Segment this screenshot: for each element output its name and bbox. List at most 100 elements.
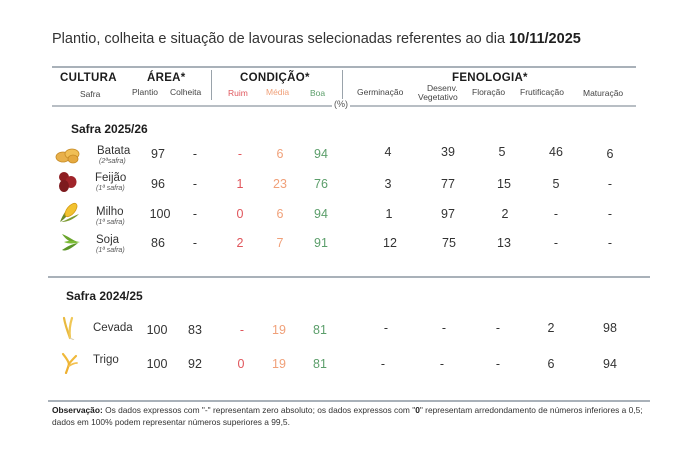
ruim-value: 0 <box>237 357 245 371</box>
floracao-value: 13 <box>497 236 511 250</box>
boa-value: 81 <box>313 323 327 337</box>
soybean-icon <box>62 234 80 251</box>
colheita-value: 92 <box>188 357 202 371</box>
floracao-value: 2 <box>501 207 509 221</box>
boa-value: 76 <box>314 177 328 191</box>
colheita-value: 83 <box>188 323 202 337</box>
potato-icon <box>55 148 80 164</box>
bottom-rule <box>48 400 650 402</box>
header-safra: Safra <box>80 89 101 99</box>
plantio-value: 97 <box>151 147 165 161</box>
crop-name: Milho <box>96 206 124 218</box>
germinacao-value: 1 <box>385 207 393 221</box>
crop-name: Cevada <box>93 322 133 334</box>
note-bold-zero: 0 <box>415 405 420 415</box>
media-value: 19 <box>272 357 286 371</box>
crop-name: Soja <box>96 234 120 246</box>
title-text: Plantio, colheita e situação de lavouras… <box>52 31 506 47</box>
divider-condicao-fenologia <box>342 70 343 100</box>
corn-icon <box>60 202 79 222</box>
media-value: 19 <box>272 323 286 337</box>
media-value: 7 <box>276 236 284 250</box>
divider-area-condicao <box>211 70 212 100</box>
colheita-value: - <box>192 147 198 161</box>
header-ruim: Ruim <box>228 88 248 98</box>
report-title: Plantio, colheita e situação de lavouras… <box>52 31 581 47</box>
floracao-value: 5 <box>498 145 506 159</box>
media-value: 6 <box>276 207 284 221</box>
media-value: 23 <box>273 177 287 191</box>
header-frutificacao: Frutificação <box>520 87 564 97</box>
ruim-value: - <box>239 323 245 337</box>
germinacao-value: - <box>383 321 389 335</box>
header-fenologia: FENOLOGIA* <box>452 72 528 84</box>
colheita-value: - <box>192 177 198 191</box>
plantio-value: 96 <box>151 177 165 191</box>
colheita-value: - <box>192 207 198 221</box>
ruim-value: 2 <box>236 236 244 250</box>
frutificacao-value: 6 <box>547 357 555 371</box>
boa-value: 94 <box>314 147 328 161</box>
ruim-value: - <box>237 147 243 161</box>
frutificacao-value: 46 <box>549 145 563 159</box>
ruim-value: 1 <box>236 177 244 191</box>
desenv-value: 97 <box>441 207 455 221</box>
top-rule <box>52 66 636 68</box>
maturacao-value: 98 <box>603 321 617 335</box>
desenv-value: 39 <box>441 145 455 159</box>
title-date: 10/11/2025 <box>509 31 581 47</box>
maturacao-value: - <box>607 207 613 221</box>
desenv-value: - <box>441 321 447 335</box>
bean-icon <box>59 172 77 192</box>
note-text-1: Os dados expressos com "-" representam z… <box>102 405 416 415</box>
germinacao-value: 12 <box>383 236 397 250</box>
boa-value: 81 <box>313 357 327 371</box>
floracao-value: - <box>495 321 501 335</box>
frutificacao-value: 5 <box>552 177 560 191</box>
boa-value: 91 <box>314 236 328 250</box>
plantio-value: 100 <box>149 207 171 221</box>
germinacao-value: 4 <box>384 145 392 159</box>
desenv-value: 77 <box>441 177 455 191</box>
header-area: ÁREA* <box>147 72 186 84</box>
crop-safra: (1ª safra) <box>96 219 125 226</box>
frutificacao-value: 2 <box>547 321 555 335</box>
note-label: Observação: <box>52 405 103 415</box>
maturacao-value: - <box>607 177 613 191</box>
wheat-icon <box>61 352 78 374</box>
header-floracao: Floração <box>472 87 506 97</box>
header-condicao: CONDIÇÃO* <box>240 72 310 84</box>
crop-safra: (2ªsafra) <box>99 158 126 165</box>
plantio-value: 86 <box>151 236 165 250</box>
observation-note: Observação: Os dados expressos com "-" r… <box>52 404 650 428</box>
header-colheita: Colheita <box>170 87 202 97</box>
germinacao-value: - <box>380 357 386 371</box>
note-text-2: " representam arredondamento de números … <box>52 405 643 427</box>
ruim-value: 0 <box>236 207 244 221</box>
frutificacao-value: - <box>553 207 559 221</box>
desenv-value: 75 <box>442 236 456 250</box>
media-value: 6 <box>276 147 284 161</box>
section-divider <box>48 276 650 278</box>
header-germinacao: Germinação <box>357 87 404 97</box>
desenv-value: - <box>439 357 445 371</box>
unit-label: (%) <box>332 99 350 109</box>
header-plantio: Plantio <box>132 87 158 97</box>
header-maturacao: Maturação <box>583 88 624 98</box>
section-label: Safra 2024/25 <box>66 289 143 303</box>
floracao-value: 15 <box>497 177 511 191</box>
boa-value: 94 <box>314 207 328 221</box>
floracao-value: - <box>495 357 501 371</box>
frutificacao-value: - <box>553 236 559 250</box>
barley-icon <box>62 316 75 340</box>
section-label: Safra 2025/26 <box>71 122 148 136</box>
crop-name: Trigo <box>93 354 119 366</box>
colheita-value: - <box>192 236 198 250</box>
maturacao-value: 6 <box>606 147 614 161</box>
header-boa: Boa <box>310 88 326 98</box>
header-desenv-2: Vegetativo <box>418 92 458 102</box>
header-desenv-1: Desenv. <box>427 83 458 93</box>
maturacao-value: 94 <box>603 357 617 371</box>
crop-name: Feijão <box>95 172 127 184</box>
crop-safra: (1ª safra) <box>96 247 125 254</box>
